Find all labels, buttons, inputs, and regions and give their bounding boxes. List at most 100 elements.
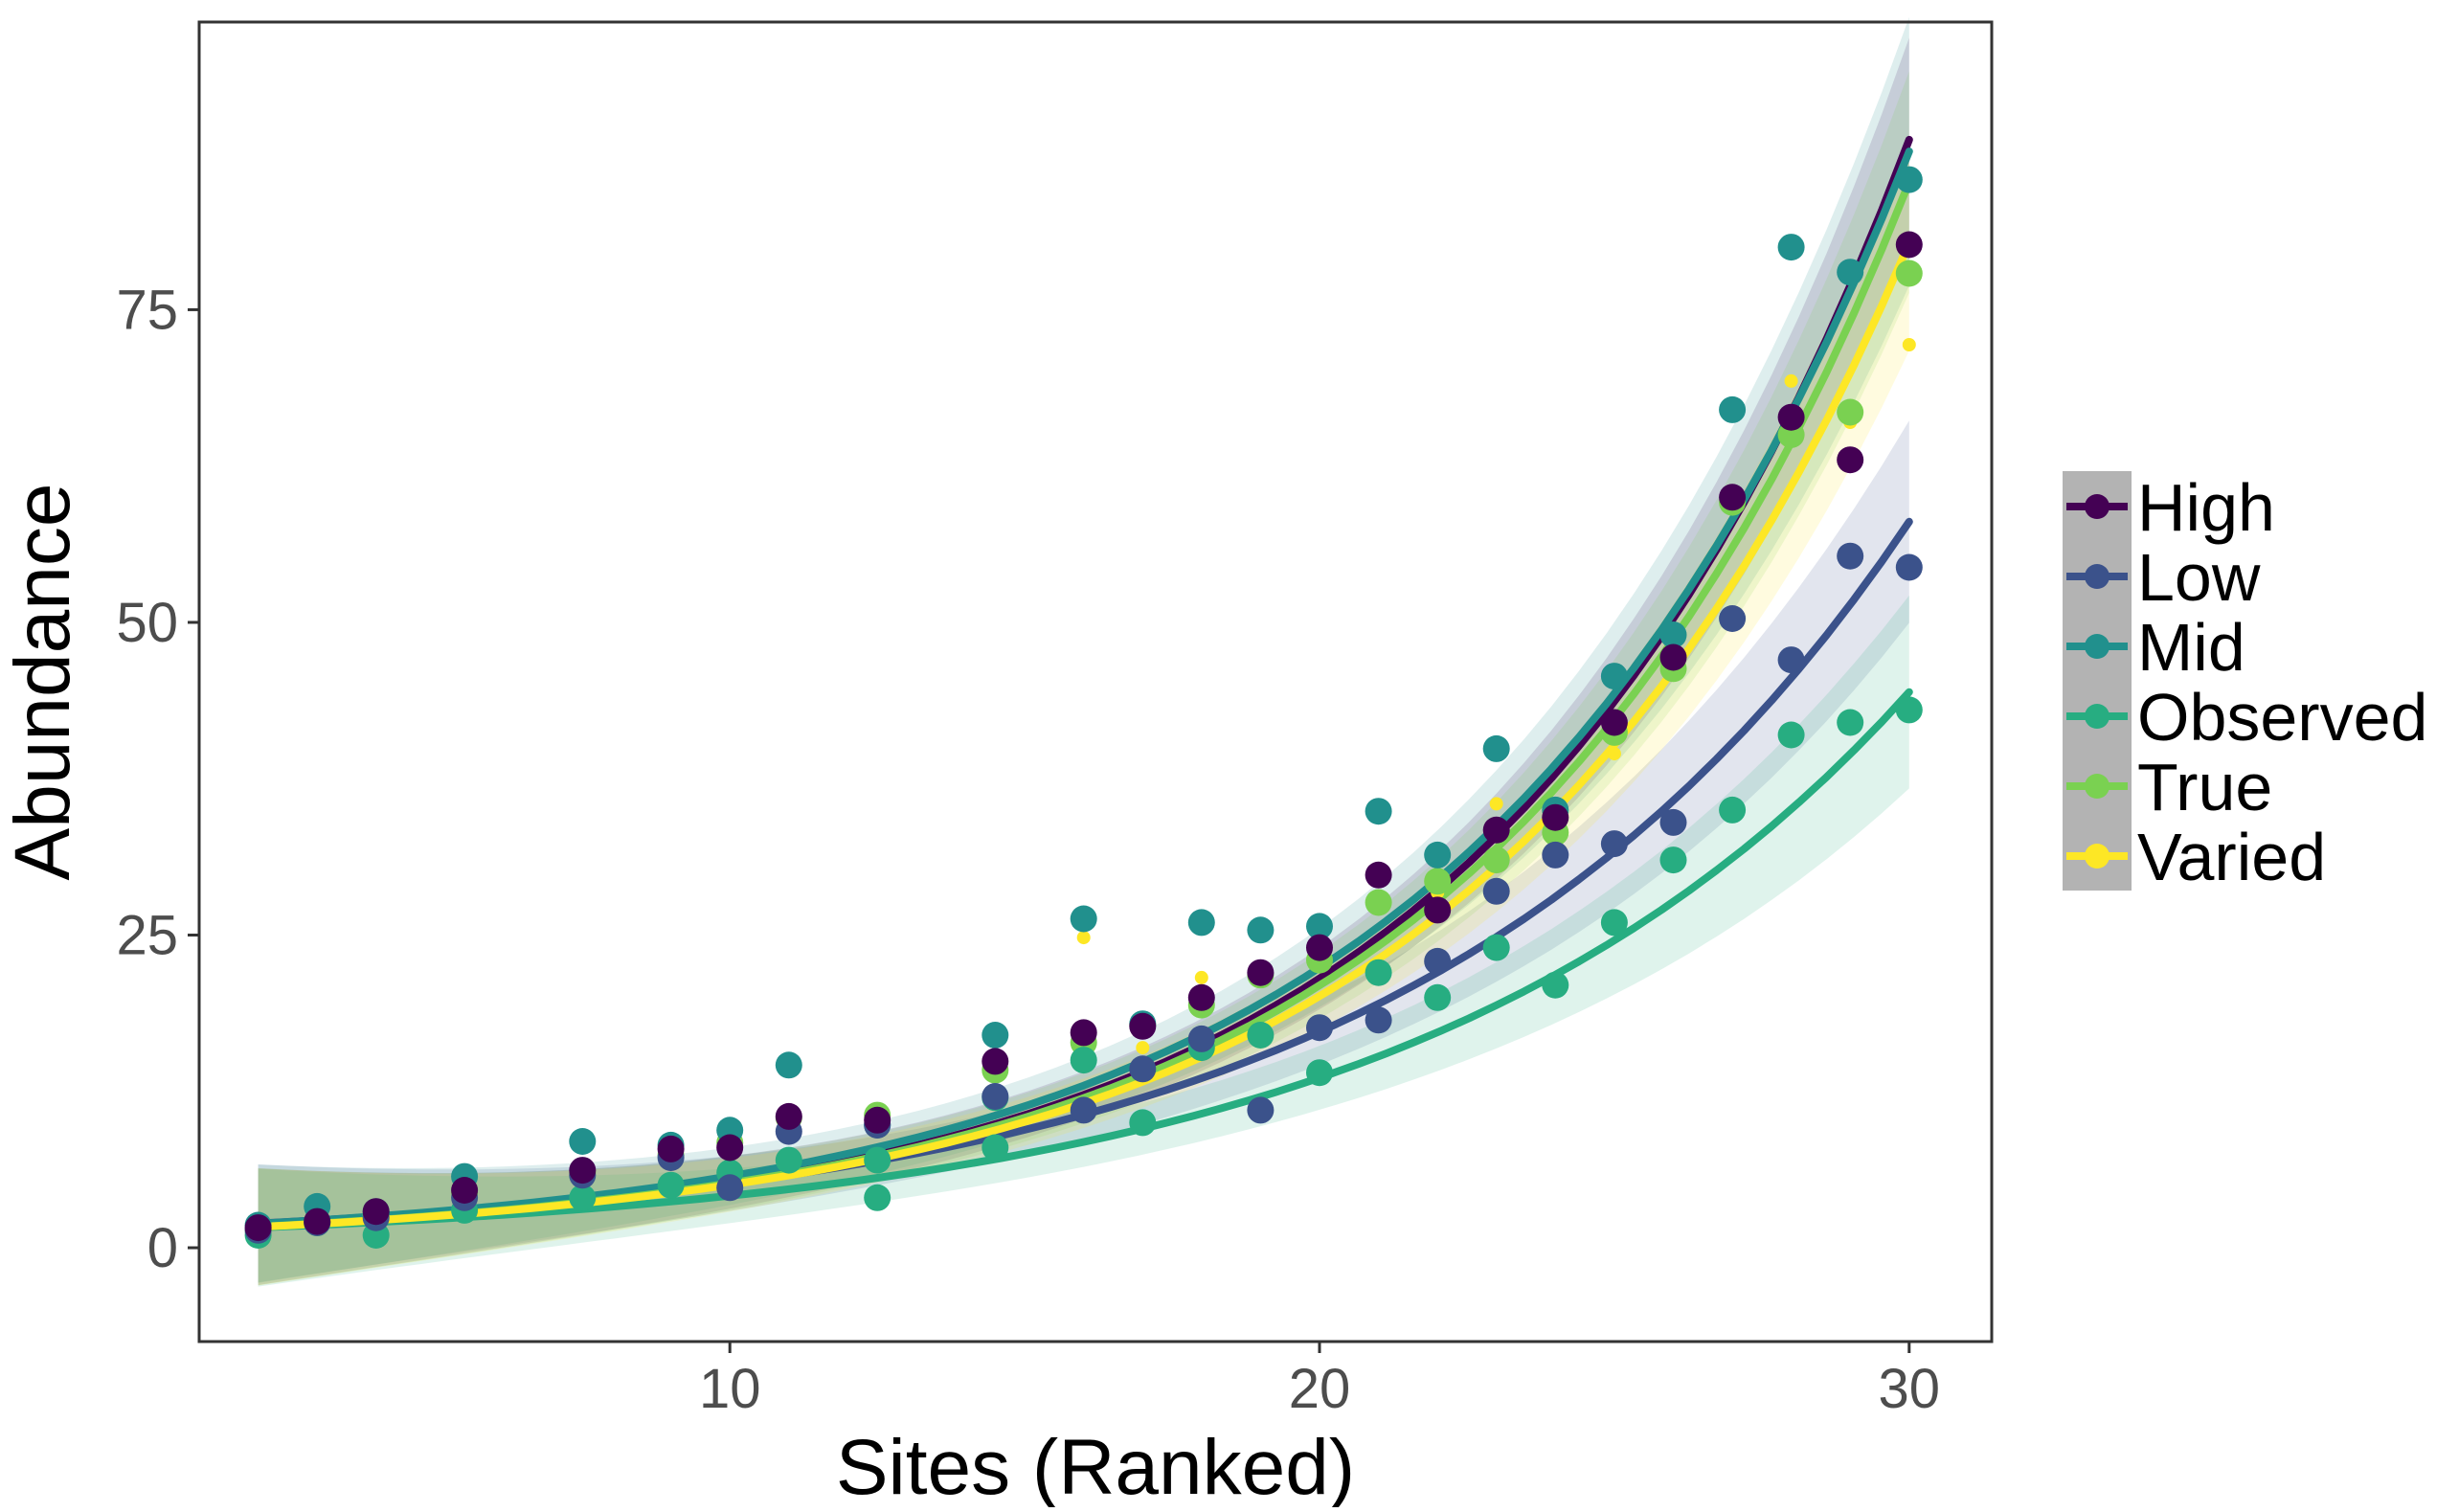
point-varied [1136, 1041, 1150, 1055]
y-axis-title: Abundance [0, 484, 86, 881]
point-high [304, 1207, 331, 1235]
legend-label-mid: Mid [2137, 610, 2245, 685]
x-axis-title: Sites (Ranked) [836, 1424, 1355, 1507]
point-varied [1076, 931, 1091, 945]
point-mid [1306, 913, 1333, 940]
point-low [1247, 1096, 1275, 1124]
point-observed [1306, 1059, 1333, 1087]
point-high [451, 1177, 479, 1204]
legend-point-low [2085, 564, 2109, 589]
point-true [1424, 868, 1452, 895]
point-true [1365, 889, 1392, 916]
point-low [1719, 605, 1747, 632]
point-low [1659, 808, 1687, 836]
legend-point-high [2085, 494, 2109, 519]
point-observed [775, 1146, 802, 1174]
point-observed [1659, 846, 1687, 874]
point-observed [1247, 1022, 1275, 1049]
point-observed [569, 1184, 597, 1211]
point-high [657, 1135, 685, 1162]
point-varied [1489, 797, 1503, 811]
point-varied [1607, 747, 1621, 761]
point-observed [1719, 796, 1747, 824]
point-low [1895, 553, 1923, 581]
point-high [362, 1198, 390, 1226]
legend-key-background [2063, 471, 2132, 891]
point-low [1600, 830, 1628, 858]
point-high [1129, 1012, 1157, 1040]
point-varied [1194, 970, 1208, 984]
point-low [1482, 877, 1510, 905]
x-axis: 10 20 30 [699, 1342, 1940, 1420]
y-tick-label: 50 [116, 592, 178, 654]
point-low [1542, 841, 1569, 869]
y-tick-label: 25 [116, 904, 178, 966]
point-low [1424, 947, 1452, 975]
point-observed [864, 1146, 891, 1174]
point-mid [1777, 234, 1805, 261]
x-tick-label: 10 [699, 1358, 761, 1420]
point-observed [1424, 983, 1452, 1011]
point-observed [981, 1134, 1009, 1162]
point-low [1070, 1096, 1097, 1124]
point-mid [1187, 909, 1215, 937]
point-observed [864, 1184, 891, 1211]
point-mid [981, 1022, 1009, 1049]
point-high [1837, 446, 1864, 474]
point-low [1777, 646, 1805, 674]
y-tick-label: 0 [147, 1217, 178, 1279]
point-low [1129, 1055, 1157, 1083]
point-high [1600, 709, 1628, 736]
legend-label-low: Low [2137, 540, 2261, 615]
point-true [1837, 398, 1864, 426]
legend-label-varied: Varied [2137, 820, 2326, 894]
trend-line-mid [254, 147, 1913, 1228]
point-mid [1659, 621, 1687, 648]
point-observed [1365, 959, 1392, 986]
point-mid [1482, 734, 1510, 762]
point-high [864, 1106, 891, 1134]
point-high [1424, 896, 1452, 924]
point-observed [1542, 971, 1569, 999]
data-points [244, 166, 1923, 1249]
point-observed [1895, 696, 1923, 724]
point-high [1247, 959, 1275, 986]
point-high [1542, 803, 1569, 831]
point-high [1777, 403, 1805, 431]
point-varied [1902, 338, 1916, 351]
point-high [1895, 231, 1923, 259]
point-high [569, 1157, 597, 1185]
legend-point-varied [2085, 844, 2109, 869]
point-observed [657, 1171, 685, 1199]
point-observed [1777, 721, 1805, 749]
point-low [1306, 1014, 1333, 1042]
point-high [1306, 934, 1333, 961]
point-mid [775, 1051, 802, 1079]
point-low [1187, 1025, 1215, 1052]
point-high [1187, 983, 1215, 1011]
point-mid [1719, 395, 1747, 423]
point-mid [1600, 663, 1628, 690]
point-high [775, 1102, 802, 1130]
legend-point-observed [2085, 704, 2109, 729]
point-observed [1482, 934, 1510, 961]
y-axis: 0 25 50 75 [116, 279, 199, 1279]
point-high [1482, 816, 1510, 844]
y-tick-label: 75 [116, 279, 178, 341]
point-low [1365, 1006, 1392, 1034]
legend-point-mid [2085, 634, 2109, 659]
point-observed [1837, 709, 1864, 736]
point-mid [1837, 259, 1864, 286]
point-mid [1424, 841, 1452, 869]
point-mid [1247, 916, 1275, 944]
point-high [1070, 1019, 1097, 1047]
point-high [1365, 861, 1392, 889]
point-true [1895, 260, 1923, 287]
point-observed [1070, 1047, 1097, 1074]
point-high [716, 1134, 744, 1162]
point-varied [1784, 373, 1798, 388]
x-tick-label: 30 [1879, 1358, 1941, 1420]
